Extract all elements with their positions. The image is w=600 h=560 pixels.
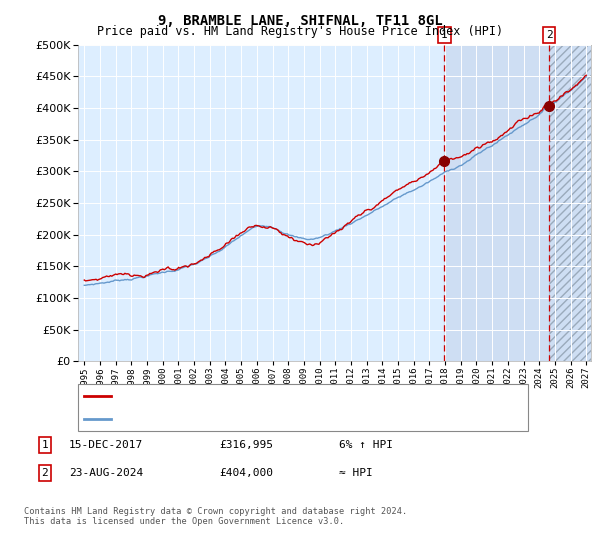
Text: 2: 2 bbox=[546, 30, 553, 40]
Text: Price paid vs. HM Land Registry's House Price Index (HPI): Price paid vs. HM Land Registry's House … bbox=[97, 25, 503, 38]
Bar bbox=[445, 45, 591, 361]
Text: 1: 1 bbox=[41, 440, 49, 450]
Text: 15-DEC-2017: 15-DEC-2017 bbox=[69, 440, 143, 450]
Text: 6% ↑ HPI: 6% ↑ HPI bbox=[339, 440, 393, 450]
Text: 1: 1 bbox=[441, 30, 448, 40]
Text: Contains HM Land Registry data © Crown copyright and database right 2024.
This d: Contains HM Land Registry data © Crown c… bbox=[24, 507, 407, 526]
Text: ≈ HPI: ≈ HPI bbox=[339, 468, 373, 478]
Text: 2: 2 bbox=[41, 468, 49, 478]
Text: £316,995: £316,995 bbox=[219, 440, 273, 450]
Text: 9, BRAMBLE LANE, SHIFNAL, TF11 8GL: 9, BRAMBLE LANE, SHIFNAL, TF11 8GL bbox=[158, 14, 442, 28]
Text: £404,000: £404,000 bbox=[219, 468, 273, 478]
Text: 23-AUG-2024: 23-AUG-2024 bbox=[69, 468, 143, 478]
Text: 9, BRAMBLE LANE, SHIFNAL, TF11 8GL (detached house): 9, BRAMBLE LANE, SHIFNAL, TF11 8GL (deta… bbox=[117, 391, 436, 401]
Text: HPI: Average price, detached house, Shropshire: HPI: Average price, detached house, Shro… bbox=[117, 414, 404, 424]
Bar bbox=[549, 45, 591, 361]
